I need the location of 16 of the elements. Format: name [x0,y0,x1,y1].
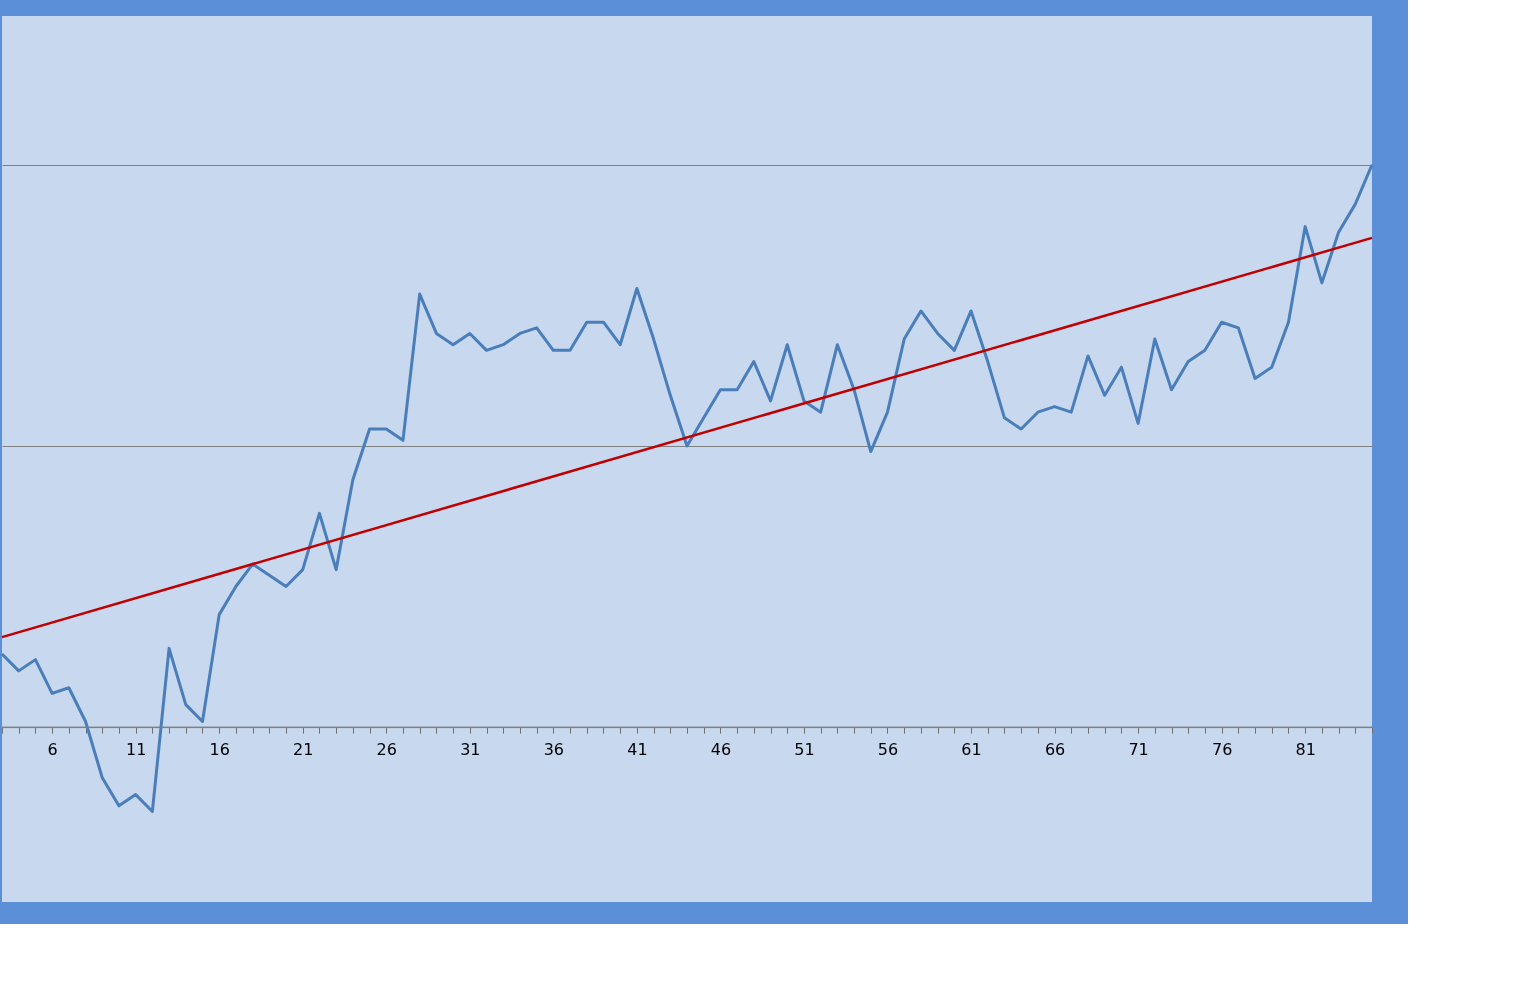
x-tick-label: 76 [1211,739,1233,759]
x-tick-label: 66 [1044,739,1066,759]
x-tick-label: 26 [376,739,397,759]
x-tick-label: 81 [1295,739,1316,759]
x-tick-label: 21 [293,739,314,759]
x-tick-label: 11 [125,739,147,759]
x-tick-label: 41 [627,739,648,759]
x-tick-label: 61 [961,739,982,759]
x-tick-label: 31 [460,739,481,759]
x-tick-label: 56 [877,739,899,759]
x-tick-label: 51 [794,739,815,759]
x-tick-label: 71 [1128,739,1149,759]
x-tick-label: 16 [209,739,230,759]
x-tick-label: 36 [543,739,565,759]
x-tick-label: 46 [710,739,732,759]
x-tick-label: 6 [47,739,58,759]
